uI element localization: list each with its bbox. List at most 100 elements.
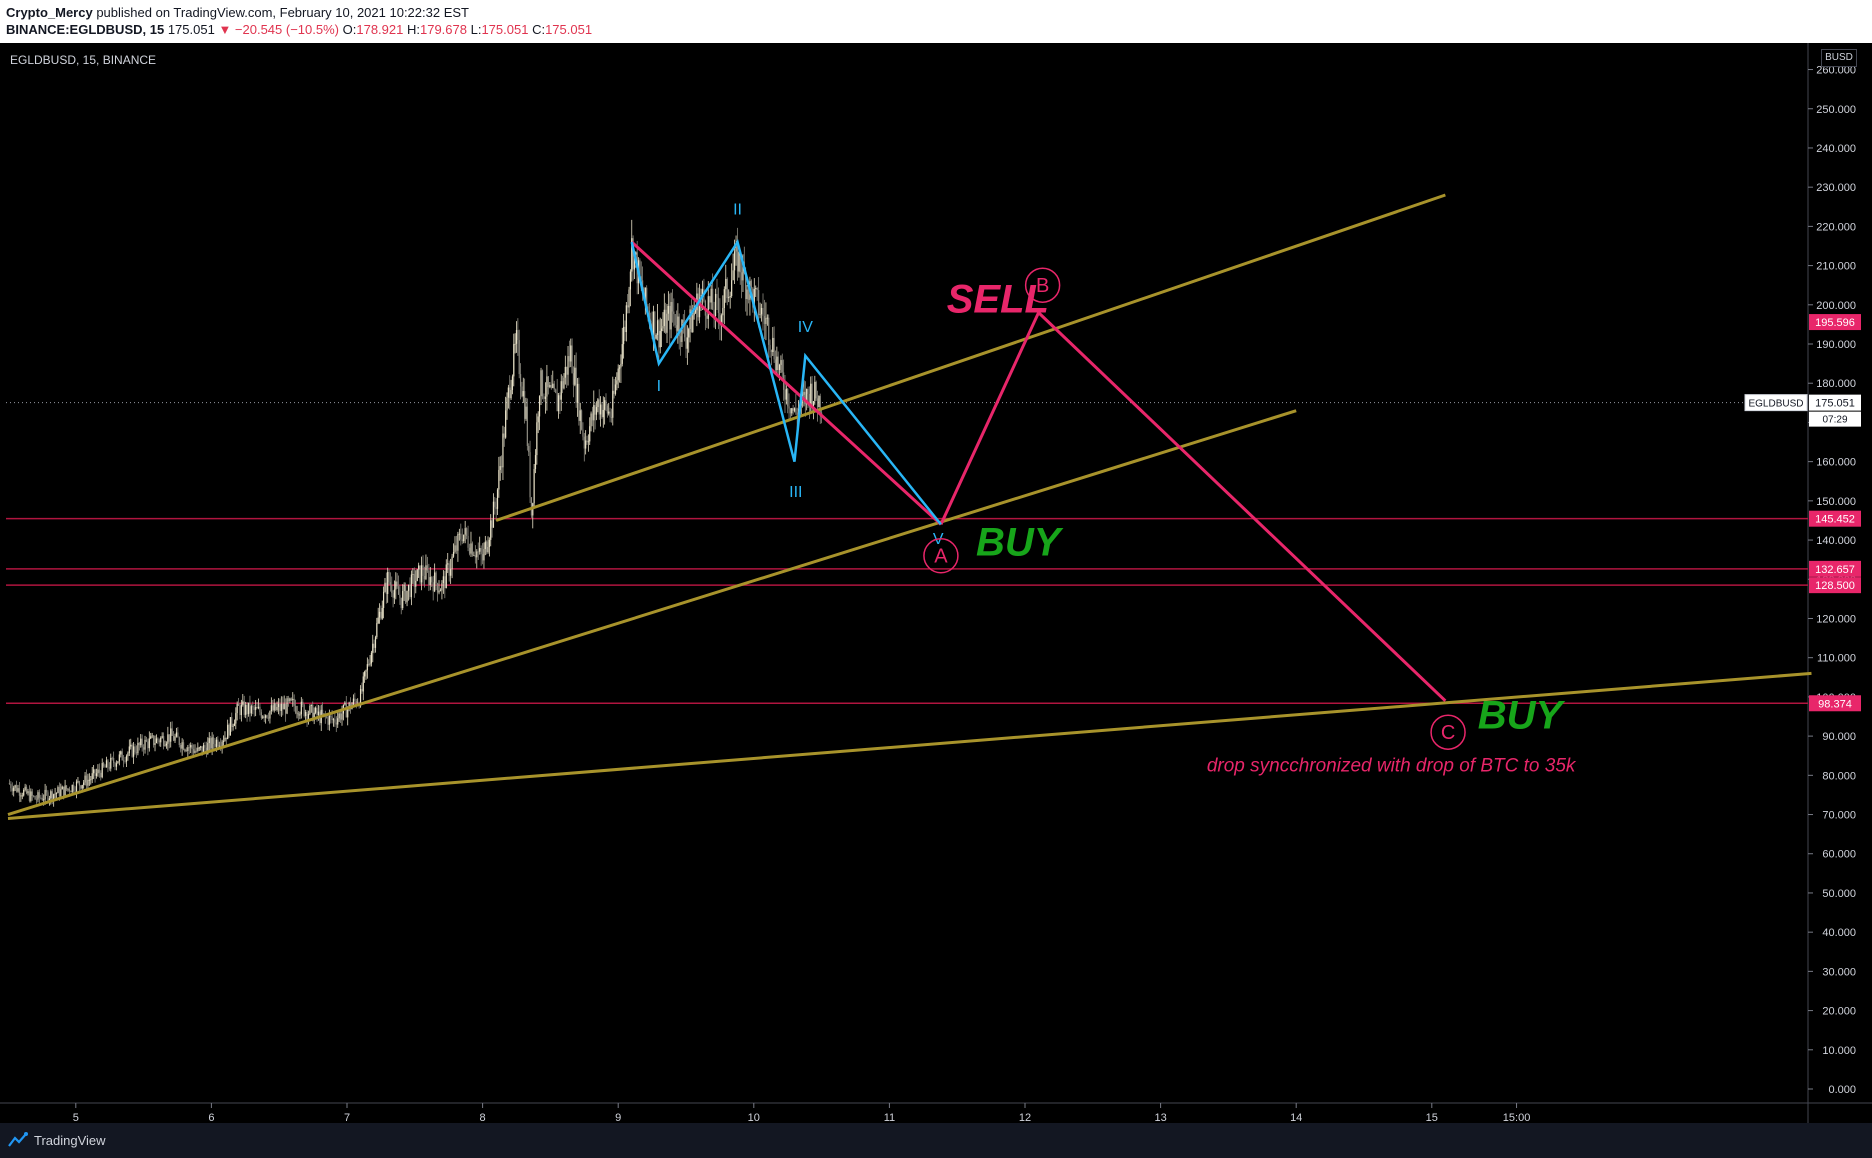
candle-body bbox=[368, 664, 370, 665]
candle-body bbox=[635, 252, 637, 255]
candle-body bbox=[266, 715, 268, 718]
candle-body bbox=[208, 738, 210, 743]
candle-body bbox=[144, 739, 146, 750]
candle-body bbox=[388, 572, 390, 583]
candle-body bbox=[733, 251, 736, 271]
candle-body bbox=[247, 702, 250, 715]
candle-body bbox=[602, 409, 604, 418]
candle-body bbox=[236, 703, 238, 714]
author-name[interactable]: Crypto_Mercy bbox=[6, 5, 93, 20]
candle-body bbox=[693, 312, 695, 316]
candle-body bbox=[369, 663, 371, 665]
candle-body bbox=[348, 702, 350, 709]
candle-body bbox=[422, 565, 424, 576]
last-price-tag-bg bbox=[1809, 394, 1861, 411]
candle-body bbox=[413, 574, 415, 587]
wave-circle-label: A bbox=[934, 546, 948, 568]
candle-body bbox=[582, 429, 584, 437]
candle-body bbox=[123, 760, 125, 762]
candle-body bbox=[211, 737, 213, 749]
candle-body bbox=[145, 739, 148, 742]
candle-body bbox=[260, 712, 262, 718]
candle-body bbox=[530, 497, 533, 516]
candle-body bbox=[525, 406, 527, 419]
candle-body bbox=[740, 272, 743, 281]
chart-area[interactable]: 0.000 10.000 20.000 30.000 40.000 50.000 60.00… bbox=[0, 43, 1872, 1123]
candle-body bbox=[362, 676, 364, 692]
candle-body bbox=[253, 707, 255, 710]
x-tick-label: 8 bbox=[480, 1112, 486, 1123]
candle-body bbox=[482, 554, 484, 561]
candle-body bbox=[200, 746, 202, 748]
candle-body bbox=[37, 792, 39, 800]
candle-body bbox=[415, 580, 417, 587]
candle-body bbox=[376, 623, 378, 638]
candle-body bbox=[639, 260, 641, 277]
candle-body bbox=[614, 384, 617, 394]
candle-body bbox=[692, 315, 694, 333]
candle-body bbox=[227, 724, 229, 740]
candle-body bbox=[580, 410, 583, 430]
candle-body bbox=[808, 393, 810, 407]
candle-body bbox=[257, 706, 260, 709]
candle-body bbox=[579, 410, 581, 421]
y-tick-label: 30.000 bbox=[1822, 966, 1856, 978]
tradingview-brand[interactable]: TradingView bbox=[34, 1133, 106, 1148]
candle-body bbox=[640, 276, 642, 281]
candle-body bbox=[688, 329, 690, 338]
candle-body bbox=[133, 746, 135, 757]
trendline bbox=[7, 671, 1812, 820]
candle-body bbox=[769, 344, 771, 350]
candle-body bbox=[574, 367, 576, 385]
candle-body bbox=[95, 773, 98, 776]
candle-body bbox=[18, 788, 21, 796]
candle-body bbox=[250, 706, 252, 714]
candle-body bbox=[410, 574, 413, 598]
candle-body bbox=[547, 376, 549, 388]
candle-body bbox=[160, 737, 162, 743]
candle-body bbox=[509, 387, 511, 399]
candle-body bbox=[818, 395, 820, 408]
candle-body bbox=[667, 305, 669, 314]
candle-body bbox=[466, 528, 468, 536]
candle-body bbox=[483, 549, 485, 561]
candle-body bbox=[739, 252, 741, 273]
publish-header: Crypto_Mercy published on TradingView.co… bbox=[0, 0, 1872, 40]
candle-body bbox=[774, 359, 777, 371]
axis-unit-label[interactable]: BUSD bbox=[1821, 49, 1857, 67]
candle-body bbox=[361, 688, 363, 692]
candle-body bbox=[484, 541, 486, 550]
candle-body bbox=[666, 313, 668, 333]
candle-body bbox=[578, 383, 580, 421]
candle-body bbox=[124, 760, 126, 762]
tradingview-logo-icon[interactable] bbox=[8, 1131, 28, 1149]
close-value: 175.051 bbox=[545, 22, 593, 37]
candle-body bbox=[510, 389, 512, 399]
price-chart[interactable]: 0.000 10.000 20.000 30.000 40.000 50.000 60.00… bbox=[0, 43, 1872, 1123]
y-tick-label: 90.000 bbox=[1822, 731, 1856, 743]
candle-body bbox=[571, 345, 573, 374]
candle-body bbox=[546, 376, 548, 397]
candle-body bbox=[65, 785, 68, 790]
candle-body bbox=[239, 705, 241, 716]
candle-body bbox=[246, 704, 248, 715]
candle-body bbox=[576, 383, 579, 403]
candle-body bbox=[807, 388, 809, 394]
candle-body bbox=[806, 388, 808, 405]
candle-body bbox=[296, 712, 298, 714]
candle-body bbox=[316, 707, 318, 716]
candle-body bbox=[659, 330, 661, 348]
candle-body bbox=[381, 607, 383, 619]
candle-body bbox=[435, 572, 437, 584]
candle-body bbox=[285, 703, 287, 714]
candle-body bbox=[762, 307, 764, 316]
candle-body bbox=[276, 706, 278, 710]
publish-date: published on TradingView.com, February 1… bbox=[92, 5, 469, 20]
candle-body bbox=[359, 688, 362, 707]
open-value: 178.921 bbox=[356, 22, 404, 37]
candle-body bbox=[207, 742, 209, 755]
candle-body bbox=[498, 469, 500, 490]
candle-body bbox=[306, 712, 308, 720]
candle-body bbox=[310, 704, 312, 706]
candle-body bbox=[181, 742, 183, 749]
